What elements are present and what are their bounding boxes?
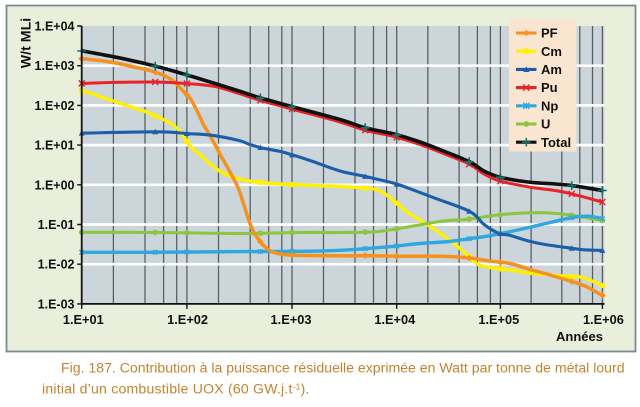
svg-text:U: U [541,117,550,132]
svg-text:1.E-03: 1.E-03 [38,297,75,311]
svg-text:Total: Total [541,135,571,150]
svg-text:1.E+04: 1.E+04 [374,312,416,327]
svg-text:1.E-01: 1.E-01 [38,218,75,232]
svg-text:Fig. 187. Contribution à la pu: Fig. 187. Contribution à la puissance ré… [61,360,625,376]
svg-text:Cm: Cm [541,44,562,59]
svg-text:1.E+00: 1.E+00 [35,178,75,192]
svg-text:1.E+03: 1.E+03 [271,312,312,327]
svg-text:Np: Np [541,98,558,113]
svg-text:1.E+06: 1.E+06 [583,312,624,327]
svg-text:1.E+04: 1.E+04 [35,20,75,34]
svg-text:Am: Am [541,62,562,77]
svg-text:PF: PF [541,26,558,41]
svg-text:1.E+02: 1.E+02 [167,312,208,327]
svg-text:1.E+05: 1.E+05 [478,312,519,327]
svg-text:initial d’un combustible UOX (: initial d’un combustible UOX (60 GW.j.t-… [42,381,310,397]
svg-text:1.E+01: 1.E+01 [35,139,75,153]
svg-text:1.E+03: 1.E+03 [35,59,75,73]
svg-text:Pu: Pu [541,80,558,95]
svg-text:1.E+01: 1.E+01 [63,312,104,327]
svg-text:1.E+02: 1.E+02 [35,99,75,113]
svg-text:W/t MLi: W/t MLi [19,18,35,68]
svg-text:1.E-02: 1.E-02 [38,258,75,272]
svg-text:Années: Années [556,329,603,344]
